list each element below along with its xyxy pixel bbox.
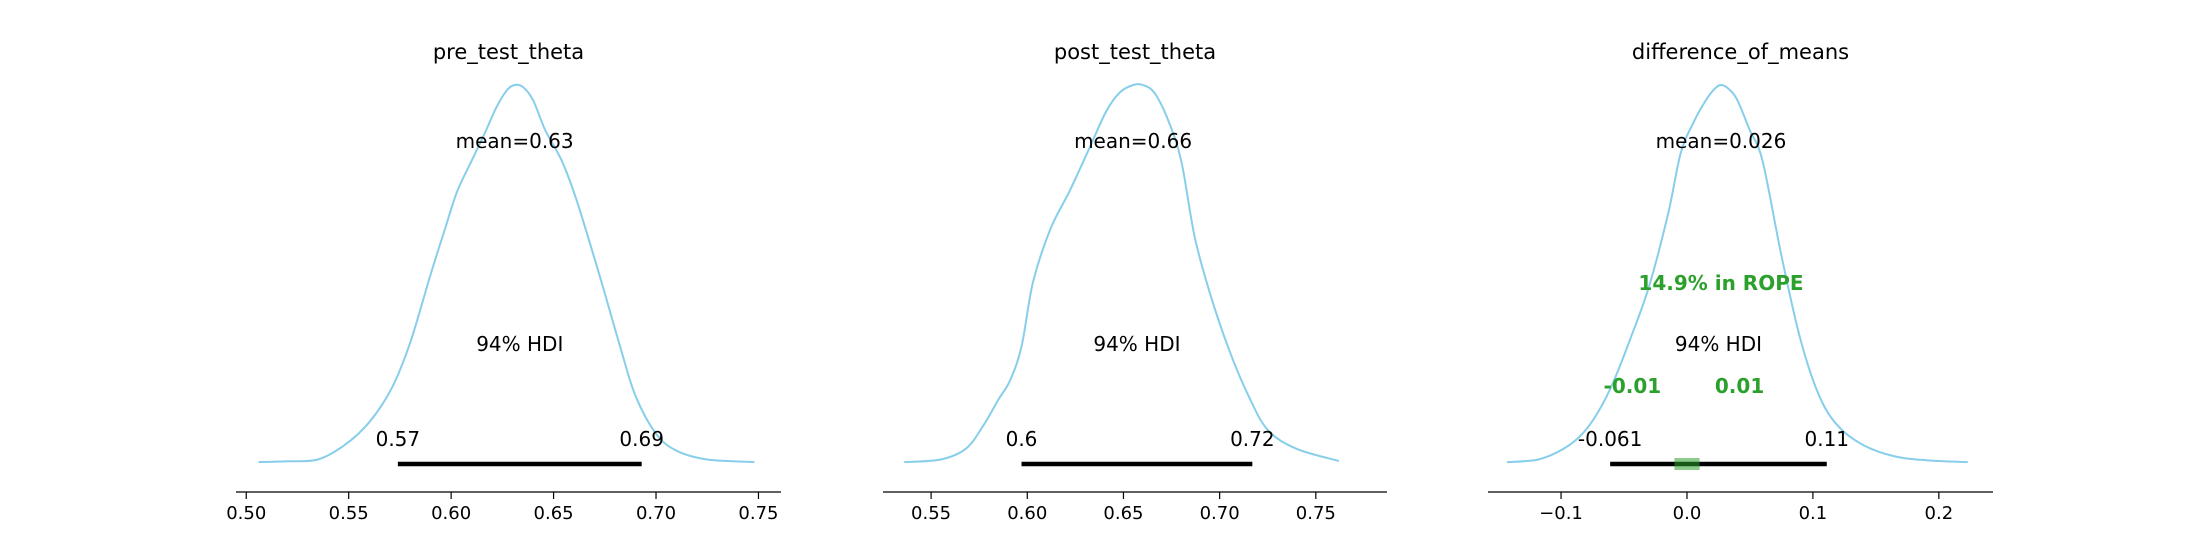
panel-pre-test-theta: pre_test_theta mean=0.63 94% HDI 0.57 0.…: [226, 40, 781, 524]
panel-title: difference_of_means: [1632, 40, 1849, 65]
mean-label: mean=0.026: [1656, 129, 1787, 153]
rope-band: [1674, 458, 1700, 470]
panel-difference-of-means: difference_of_means mean=0.026 14.9% in …: [1488, 40, 1993, 524]
x-axis-ticks: −0.1 0.0 0.1 0.2: [1539, 492, 1953, 524]
hdi-label: 94% HDI: [1675, 332, 1762, 356]
x-tick-label: 0.60: [1007, 503, 1047, 524]
rope-high-label: 0.01: [1715, 374, 1764, 398]
panel-title: pre_test_theta: [433, 40, 584, 65]
rope-low-label: -0.01: [1604, 374, 1662, 398]
mean-label: mean=0.63: [456, 129, 574, 153]
x-tick-label: 0.55: [911, 503, 951, 524]
x-tick-label: 0.70: [636, 503, 676, 524]
hdi-label: 94% HDI: [476, 332, 563, 356]
x-tick-label: 0.60: [431, 503, 471, 524]
x-tick-label: 0.1: [1799, 503, 1828, 524]
hdi-high-label: 0.72: [1230, 427, 1275, 451]
x-tick-label: 0.75: [738, 503, 778, 524]
hdi-low-label: 0.57: [376, 427, 421, 451]
hdi-label: 94% HDI: [1093, 332, 1180, 356]
x-tick-label: −0.1: [1539, 503, 1583, 524]
panel-post-test-theta: post_test_theta mean=0.66 94% HDI 0.6 0.…: [883, 40, 1387, 524]
density-curve: [258, 83, 755, 464]
x-tick-label: 0.65: [1103, 503, 1143, 524]
x-tick-label: 0.75: [1296, 503, 1336, 524]
x-tick-label: 0.50: [226, 503, 266, 524]
mean-label: mean=0.66: [1074, 129, 1192, 153]
x-tick-label: 0.65: [534, 503, 574, 524]
hdi-high-label: 0.11: [1805, 427, 1850, 451]
density-curve: [904, 83, 1340, 464]
x-axis-ticks: 0.55 0.60 0.65 0.70 0.75: [911, 492, 1336, 524]
rope-percent-label: 14.9% in ROPE: [1638, 271, 1803, 295]
x-axis-ticks: 0.50 0.55 0.60 0.65 0.70 0.75: [226, 492, 779, 524]
hdi-low-label: -0.061: [1578, 427, 1642, 451]
density-curve: [1506, 83, 1968, 464]
x-tick-label: 0.2: [1925, 503, 1954, 524]
x-tick-label: 0.55: [329, 503, 369, 524]
x-tick-label: 0.70: [1200, 503, 1240, 524]
hdi-low-label: 0.6: [1006, 427, 1038, 451]
x-tick-label: 0.0: [1673, 503, 1702, 524]
hdi-high-label: 0.69: [619, 427, 664, 451]
panel-title: post_test_theta: [1054, 40, 1216, 65]
